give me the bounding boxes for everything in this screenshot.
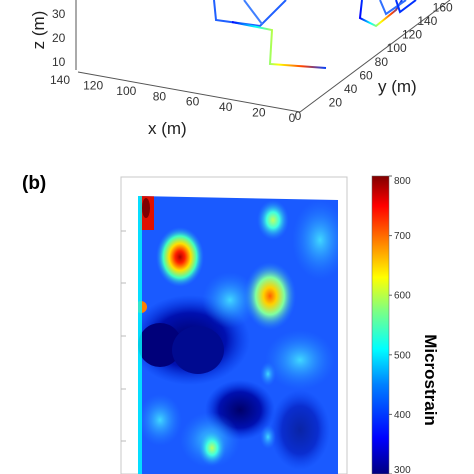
x-tick: 140 (50, 73, 70, 87)
y-tick: 80 (375, 55, 389, 69)
moderate-region (292, 200, 338, 280)
y-ticks: 0 20406080100120140160180 (295, 0, 469, 123)
y-tick: 60 (359, 68, 373, 82)
trajectory-segment (231, 21, 327, 69)
moderate-region (138, 394, 182, 446)
colorbar-gradient (371, 175, 390, 474)
x-tick: 40 (219, 100, 233, 114)
x-tick: 80 (153, 89, 167, 103)
y-tick: 0 (295, 109, 302, 123)
y-tick: 180 (448, 0, 468, 1)
hotspot-lower-middle (198, 430, 226, 466)
z-tick: 10 (52, 55, 66, 69)
z-axis-label: z (m) (29, 11, 48, 50)
trajectory-segment (395, 0, 417, 14)
z-tick: 20 (52, 31, 66, 45)
x-tick: 60 (186, 95, 200, 109)
heatmap-frame (120, 176, 348, 474)
colorbar-tick-label: 500 (394, 350, 411, 361)
left-strip (138, 196, 142, 474)
low-strain-region (138, 323, 182, 367)
colorbar: 800 700 600 500 400 300 Microstrain (371, 175, 440, 474)
x-axis-line (77, 71, 301, 113)
x-tick: 0 (289, 111, 296, 125)
hotspot-upper-right (257, 200, 289, 240)
colorbar-tick-label: 400 (394, 410, 411, 421)
y-tick: 140 (417, 14, 437, 28)
colorbar-tick-label: 700 (394, 231, 411, 242)
strain-heatmap (138, 196, 338, 474)
trajectory-segment (243, 0, 263, 25)
moderate-region (265, 330, 335, 390)
y-tick: 120 (402, 28, 422, 42)
trajectory-lines (213, 0, 417, 69)
x-ticks: 140 120 100 80 60 40 20 0 (50, 73, 296, 125)
hotspot-mid-column (260, 425, 276, 449)
x-tick: 20 (252, 106, 266, 120)
low-strain-region (270, 390, 330, 470)
hotspot-mid-column (260, 362, 276, 386)
y-tick: 40 (344, 82, 358, 96)
y-tick: 20 (329, 95, 343, 109)
z-tick: 30 (52, 7, 66, 21)
moderate-region (202, 272, 258, 328)
x-axis-label: x (m) (148, 119, 187, 138)
colorbar-tick-label: 800 (394, 176, 411, 187)
y-axis-line (299, 0, 451, 113)
colorbar-ticks: 800 700 600 500 400 300 (389, 175, 411, 474)
x-tick: 100 (116, 84, 136, 98)
y-tick: 100 (387, 41, 407, 55)
panel-a-3d-plot: 30 20 10 z (m) 140 120 100 80 60 40 20 0 x (m) … (29, 0, 468, 138)
trajectory-segment (379, 0, 407, 16)
low-strain-region (172, 326, 224, 374)
x-tick: 120 (83, 78, 103, 92)
hotspot-top-left-core (142, 198, 150, 218)
y-axis-label: y (m) (378, 77, 417, 96)
hotspot-upper-left (156, 227, 204, 287)
colorbar-tick-label: 300 (394, 465, 411, 474)
panel-b-label: (b) (22, 173, 46, 194)
y-tick: 160 (433, 1, 453, 15)
trajectory-segment (213, 0, 287, 28)
colorbar-tick-label: 600 (394, 291, 411, 302)
colorbar-title: Microstrain (421, 334, 440, 426)
hotspot-middle-right (244, 262, 296, 330)
